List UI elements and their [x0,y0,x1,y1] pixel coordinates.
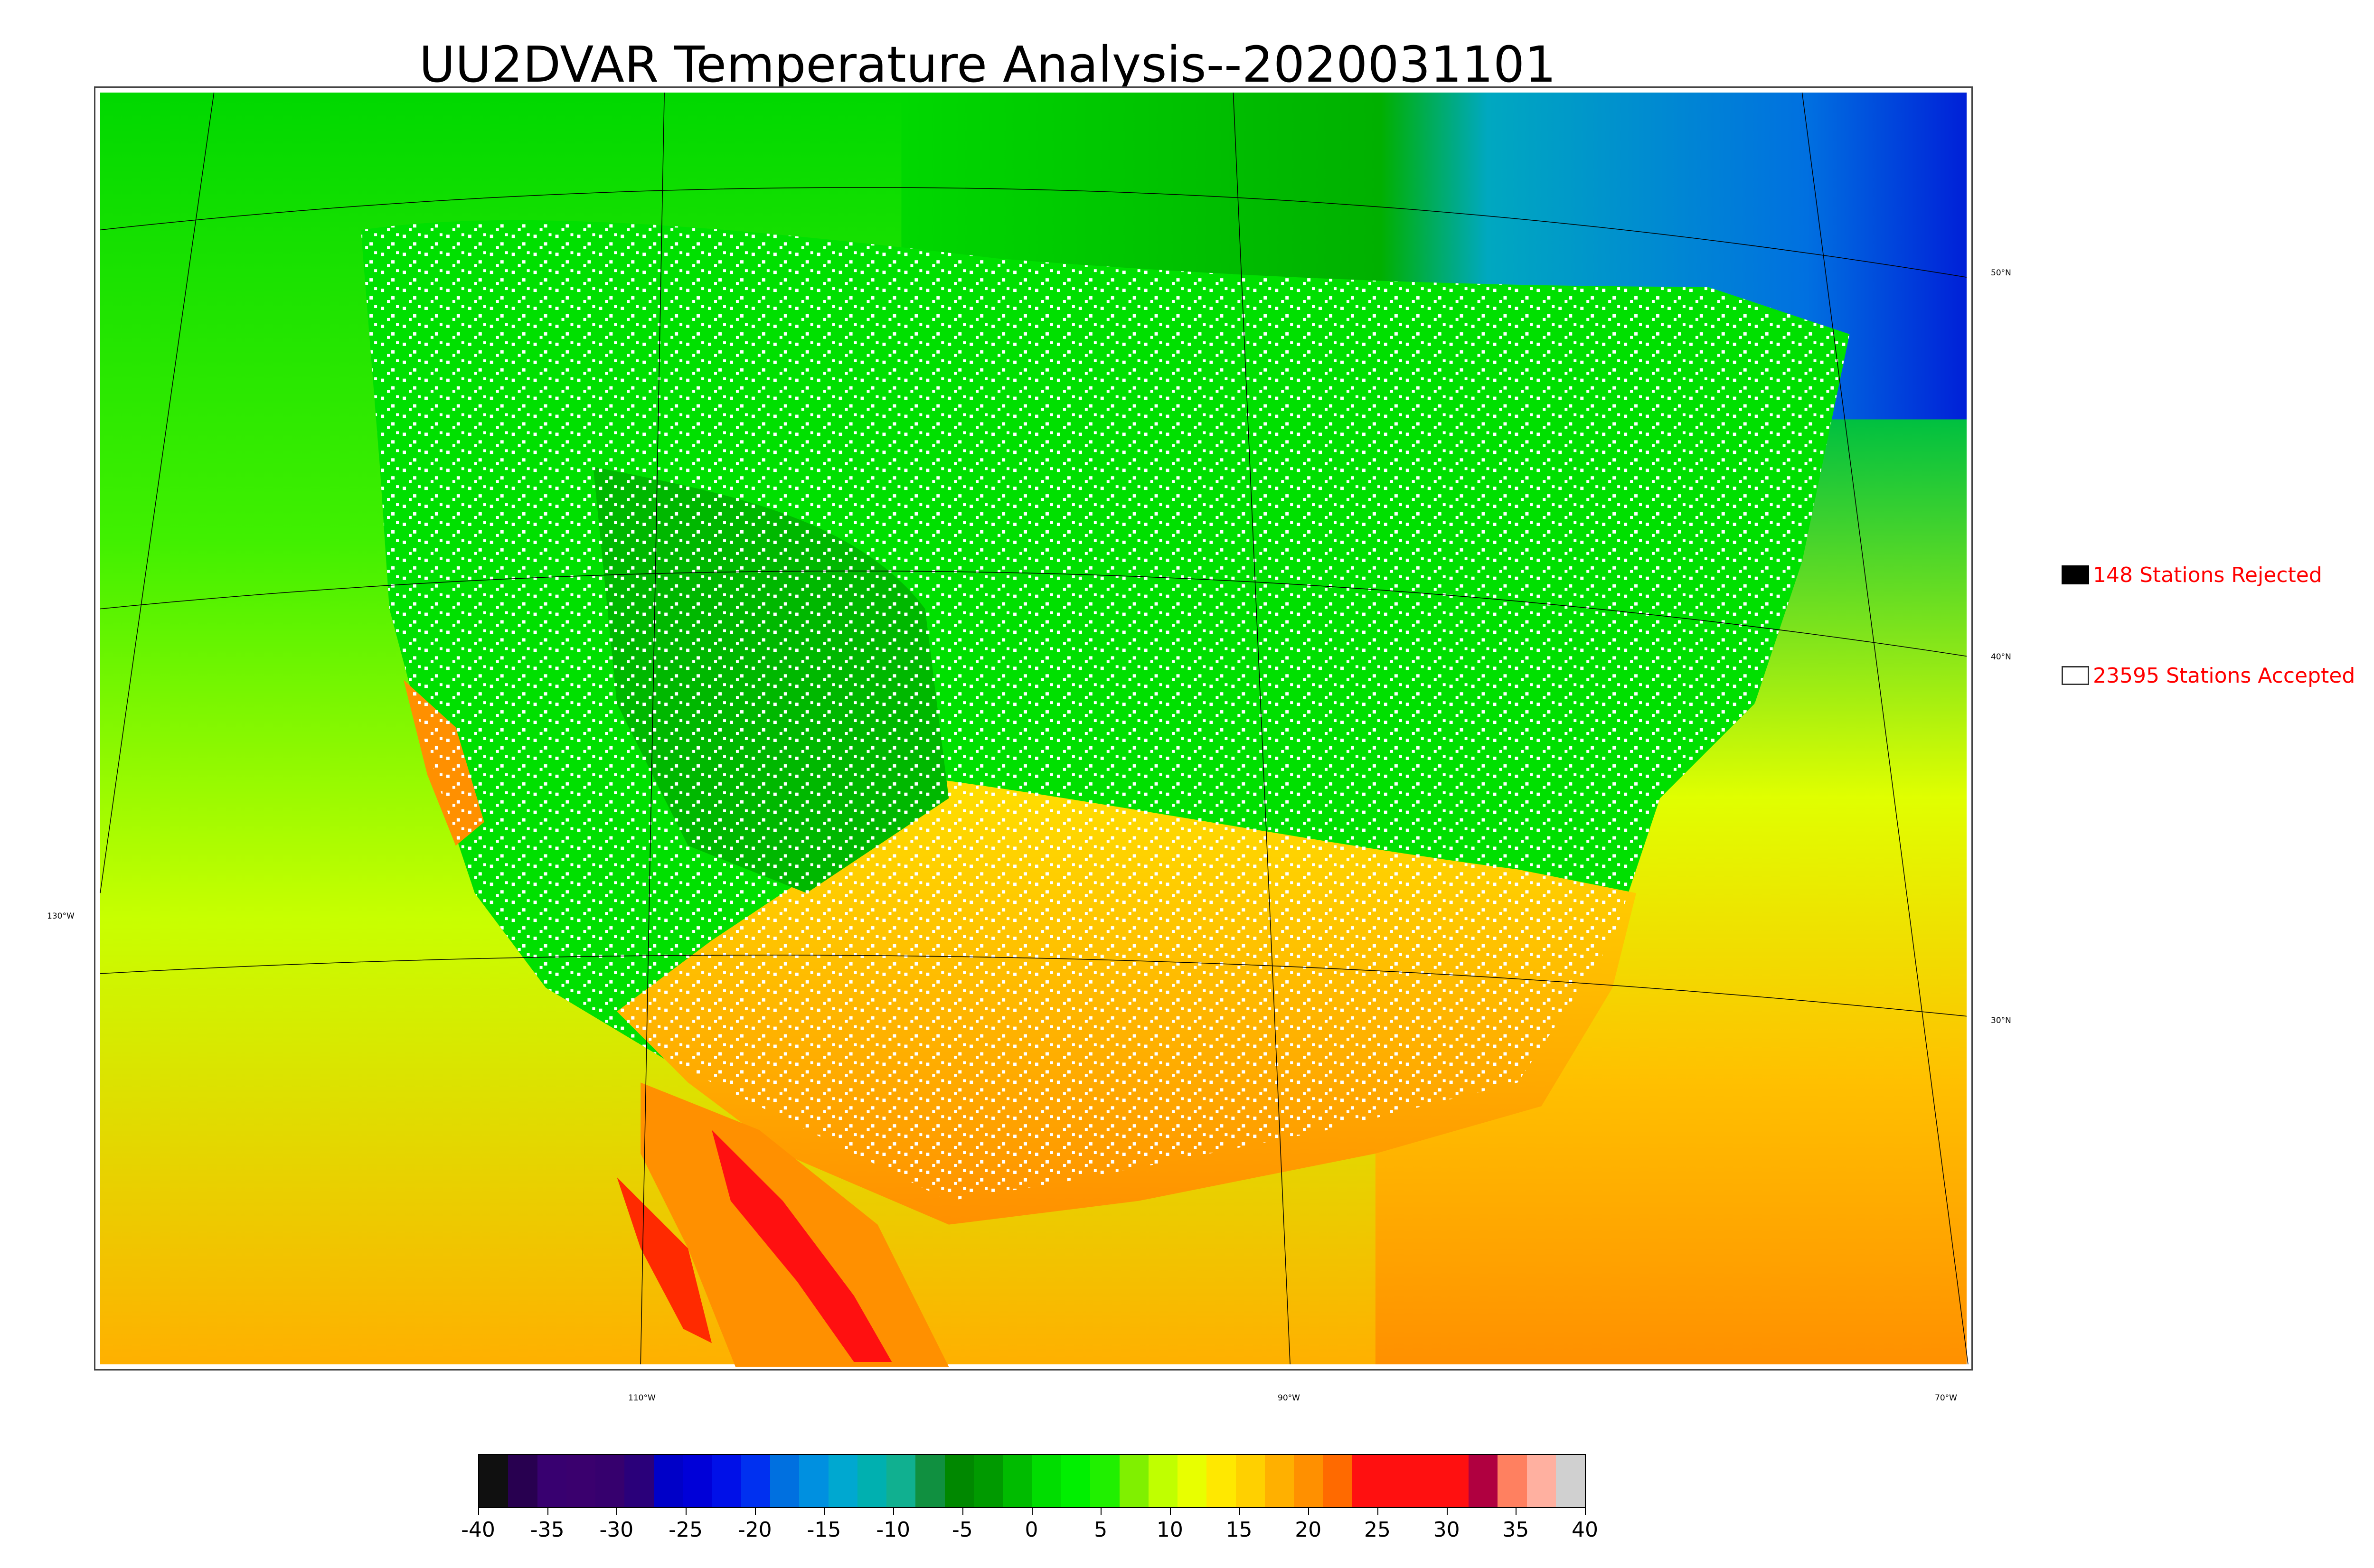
colorbar-segment [653,1455,683,1507]
legend-accepted: 23595 Stations Accepted [2062,663,2355,688]
colorbar-segment [683,1455,712,1507]
station-markers [361,220,1850,1201]
colorbar-tick-mark [1031,1508,1033,1515]
colorbar-tick-mark [1377,1508,1378,1515]
colorbar-segment [857,1455,887,1507]
colorbar-segment [1090,1455,1120,1507]
colorbar-segment [915,1455,945,1507]
lon-label-130w: 130°W [47,911,75,921]
colorbar-tick-mark [962,1508,963,1515]
colorbar-tick-mark [1239,1508,1240,1515]
colorbar-tick-label: -5 [951,1518,973,1542]
lat-label-40n: 40°N [1991,652,2011,662]
baja-hot [617,1177,712,1343]
colorbar-segment [828,1455,857,1507]
colorbar-tick-mark [547,1508,548,1515]
colorbar-segment [566,1455,596,1507]
colorbar-segment [1381,1455,1411,1507]
colorbar-tick-mark [478,1508,479,1515]
colorbar-segment [1439,1455,1469,1507]
colorbar-tick-label: -25 [669,1518,703,1542]
colorbar-tick-label: -10 [876,1518,911,1542]
lat-label-50n: 50°N [1991,268,2011,278]
colorbar-segment [1555,1455,1585,1507]
sierra-madre-hot [712,1130,892,1362]
colorbar-segment [624,1455,654,1507]
colorbar-tick-mark [616,1508,618,1515]
colorbar-tick-label: -30 [599,1518,634,1542]
colorbar-tick-mark [893,1508,895,1515]
colorbar-tick-label: -35 [530,1518,565,1542]
colorbar-segment [712,1455,741,1507]
colorbar-segment [1469,1455,1498,1507]
colorbar-segment [770,1455,800,1507]
colorbar-tick-label: 25 [1364,1518,1391,1542]
lon-label-70w: 70°W [1935,1393,1957,1403]
colorbar-segment [1178,1455,1207,1507]
colorbar-segment [944,1455,974,1507]
colorbar-tick-label: 20 [1295,1518,1322,1542]
colorbar-tick-mark [1308,1508,1309,1515]
colorbar-tick-label: 0 [1025,1518,1038,1542]
colorbar-tick-mark [754,1508,756,1515]
colorbar-segment [1352,1455,1382,1507]
colorbar-segment [595,1455,625,1507]
colorbar-segment [886,1455,916,1507]
colorbar-tick-mark [1585,1508,1586,1515]
accepted-label: 23595 Stations Accepted [2093,663,2355,688]
graticule [100,92,1969,1365]
accepted-swatch [2062,666,2089,685]
colorbar-segment [1410,1455,1440,1507]
legend-rejected: 148 Stations Rejected [2062,563,2322,587]
colorbar-tick-label: 30 [1433,1518,1460,1542]
colorbar-tick-label: -15 [807,1518,841,1542]
colorbar-tick-mark [1169,1508,1171,1515]
colorbar-segment [741,1455,770,1507]
colorbar-segment [1119,1455,1149,1507]
colorbar-segment [1235,1455,1265,1507]
colorbar-tick-mark [1446,1508,1448,1515]
colorbar-tick-label: -20 [737,1518,772,1542]
colorbar-segment [1148,1455,1178,1507]
colorbar-segment [508,1455,537,1507]
colorbar-segment [537,1455,566,1507]
colorbar-tick-label: 15 [1225,1518,1253,1542]
colorbar-segment [1061,1455,1091,1507]
rejected-swatch [2062,565,2089,584]
colorbar-segment [974,1455,1003,1507]
colorbar-tick-label: 40 [1572,1518,1598,1542]
page-title: UU2DVAR Temperature Analysis--2020031101 [419,36,1556,94]
lat-label-30n: 30°N [1991,1016,2011,1025]
colorbar-segment [1003,1455,1032,1507]
colorbar-ticks: -40 -35 -30 -25 -20 -15 -10 -5 0 5 10 15 20 25 30 35 40 [461,1508,1598,1551]
colorbar-tick-label: 10 [1156,1518,1183,1542]
colorbar-tick-mark [824,1508,825,1515]
colorbar-tick-label: 5 [1094,1518,1108,1542]
colorbar-tick-label: -40 [461,1518,495,1542]
colorbar-tick-mark [1516,1508,1517,1515]
colorbar-tick-mark [686,1508,687,1515]
colorbar-segment [1032,1455,1061,1507]
lon-label-110w: 110°W [628,1393,656,1403]
map-canvas [100,92,1969,1367]
colorbar-segment [479,1455,509,1507]
colorbar-segment [1206,1455,1236,1507]
colorbar-segment [799,1455,829,1507]
colorbar-tick-mark [1101,1508,1102,1515]
rejected-label: 148 Stations Rejected [2093,563,2322,587]
temperature-map [94,86,1973,1371]
colorbar-tick-label: 35 [1502,1518,1529,1542]
colorbar-segment [1323,1455,1352,1507]
colorbar [478,1454,1586,1508]
colorbar-segment [1265,1455,1294,1507]
colorbar-segment [1526,1455,1556,1507]
lon-label-90w: 90°W [1278,1393,1300,1403]
colorbar-segment [1498,1455,1527,1507]
colorbar-segment [1294,1455,1323,1507]
